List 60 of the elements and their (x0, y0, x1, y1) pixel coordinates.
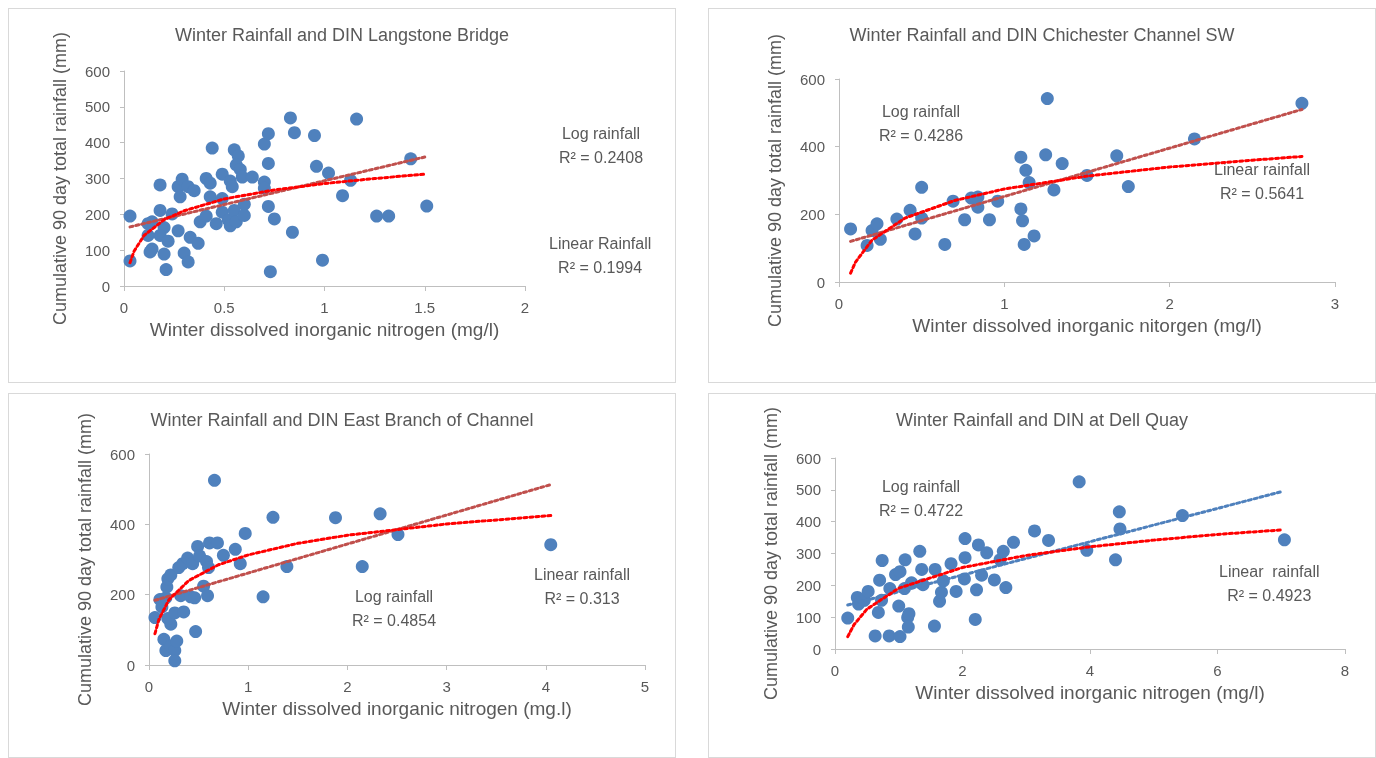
x-tick-label: 4 (1085, 662, 1095, 679)
y-tick-label: 400 (109, 515, 135, 533)
x-tick-label: 0 (830, 662, 840, 679)
x-axis-title: Winter dissolved inorganic nitrogen (mg/l) (915, 681, 1265, 703)
x-tick-label: 1 (320, 299, 329, 316)
y-tick-label: 300 (795, 545, 821, 562)
x-tick-label: 1 (244, 678, 253, 695)
text: Linear Rainfall R² = 0.1994 (549, 234, 652, 276)
x-tick-label: 8 (1340, 662, 1350, 679)
y-tick-label: 600 (84, 62, 110, 80)
y-tick-label: 200 (795, 576, 821, 594)
y-tick-label: 200 (799, 205, 825, 223)
y-axis-title: Cumulative 90 day total rainfall (mm) (761, 406, 781, 701)
chart-title: Winter Rainfall and DIN Chichester Channel SW (849, 25, 1235, 45)
y-tick-label: 500 (795, 481, 821, 499)
y-tick-label: 200 (84, 205, 110, 223)
annotation: Log rainfall R² = 0.4286 (879, 102, 964, 144)
y-tick-label: 100 (795, 608, 821, 626)
y-tick-label: 400 (799, 138, 825, 156)
x-axis-title: Winter dissolved inorganic nitrogen (mg/l) (149, 318, 500, 340)
y-tick-label: 0 (816, 273, 825, 291)
x-tick-label: 1.5 (414, 299, 436, 316)
annotation: Log rainfall R² = 0.4722 (879, 477, 964, 519)
x-tick-label: 2 (958, 662, 967, 679)
x-tick-label: 0 (834, 295, 844, 312)
x-tick-label: 3 (1330, 295, 1340, 312)
x-tick-label: 6 (1213, 662, 1222, 679)
y-tick-label: 300 (84, 170, 110, 187)
y-axis-title: Cumulative 90 day total rainfall (mm) (765, 33, 785, 328)
x-tick-label: 5 (640, 678, 650, 695)
y-tick-label: 400 (84, 134, 110, 152)
chart-title: Winter Rainfall and DIN East Branch of Channel (150, 410, 534, 430)
y-axis-title: Cumulative 90 day total rainfall (mm) (75, 412, 95, 707)
x-tick-label: 4 (541, 678, 550, 695)
x-tick-label: 3 (442, 678, 451, 695)
x-tick-label: 2 (1165, 295, 1174, 312)
x-tick-label: 0 (144, 678, 154, 695)
y-tick-label: 100 (84, 241, 110, 259)
y-tick-label: 0 (812, 640, 821, 658)
annotation: Linear rainfall R² = 0.4923 (1219, 562, 1320, 604)
x-tick-label: 0.5 (213, 299, 235, 316)
annotation: Linear rainfall R² = 0.313 (534, 565, 631, 607)
x-axis-title: Winter dissolved inorganic nitrogen (mg.l) (222, 697, 572, 719)
y-tick-label: 500 (84, 98, 110, 116)
x-axis-title: Winter dissolved inorganic nitorgen (mg/l) (912, 314, 1262, 336)
y-tick-label: 600 (799, 70, 825, 88)
y-tick-label: 400 (795, 513, 821, 531)
x-tick-label: 2 (343, 678, 352, 695)
annotation: Linear rainfall R² = 0.5641 (1214, 160, 1311, 202)
y-tick-label: 200 (109, 586, 135, 604)
x-tick-label: 1 (1000, 295, 1009, 312)
y-tick-label: 0 (101, 277, 110, 295)
chart-title: Winter Rainfall and DIN at Dell Quay (895, 410, 1189, 430)
x-tick-label: 2 (520, 299, 530, 316)
y-axis-title: Cumulative 90 day total rainfall (mm) (50, 31, 70, 326)
annotation: Log rainfall R² = 0.4854 (352, 587, 437, 629)
chart-title: Winter Rainfall and DIN Langstone Bridge (174, 25, 510, 45)
text: Log rainfall R² = 0.2408 (559, 124, 644, 166)
y-tick-label: 600 (795, 449, 821, 467)
y-tick-label: 600 (109, 445, 135, 463)
